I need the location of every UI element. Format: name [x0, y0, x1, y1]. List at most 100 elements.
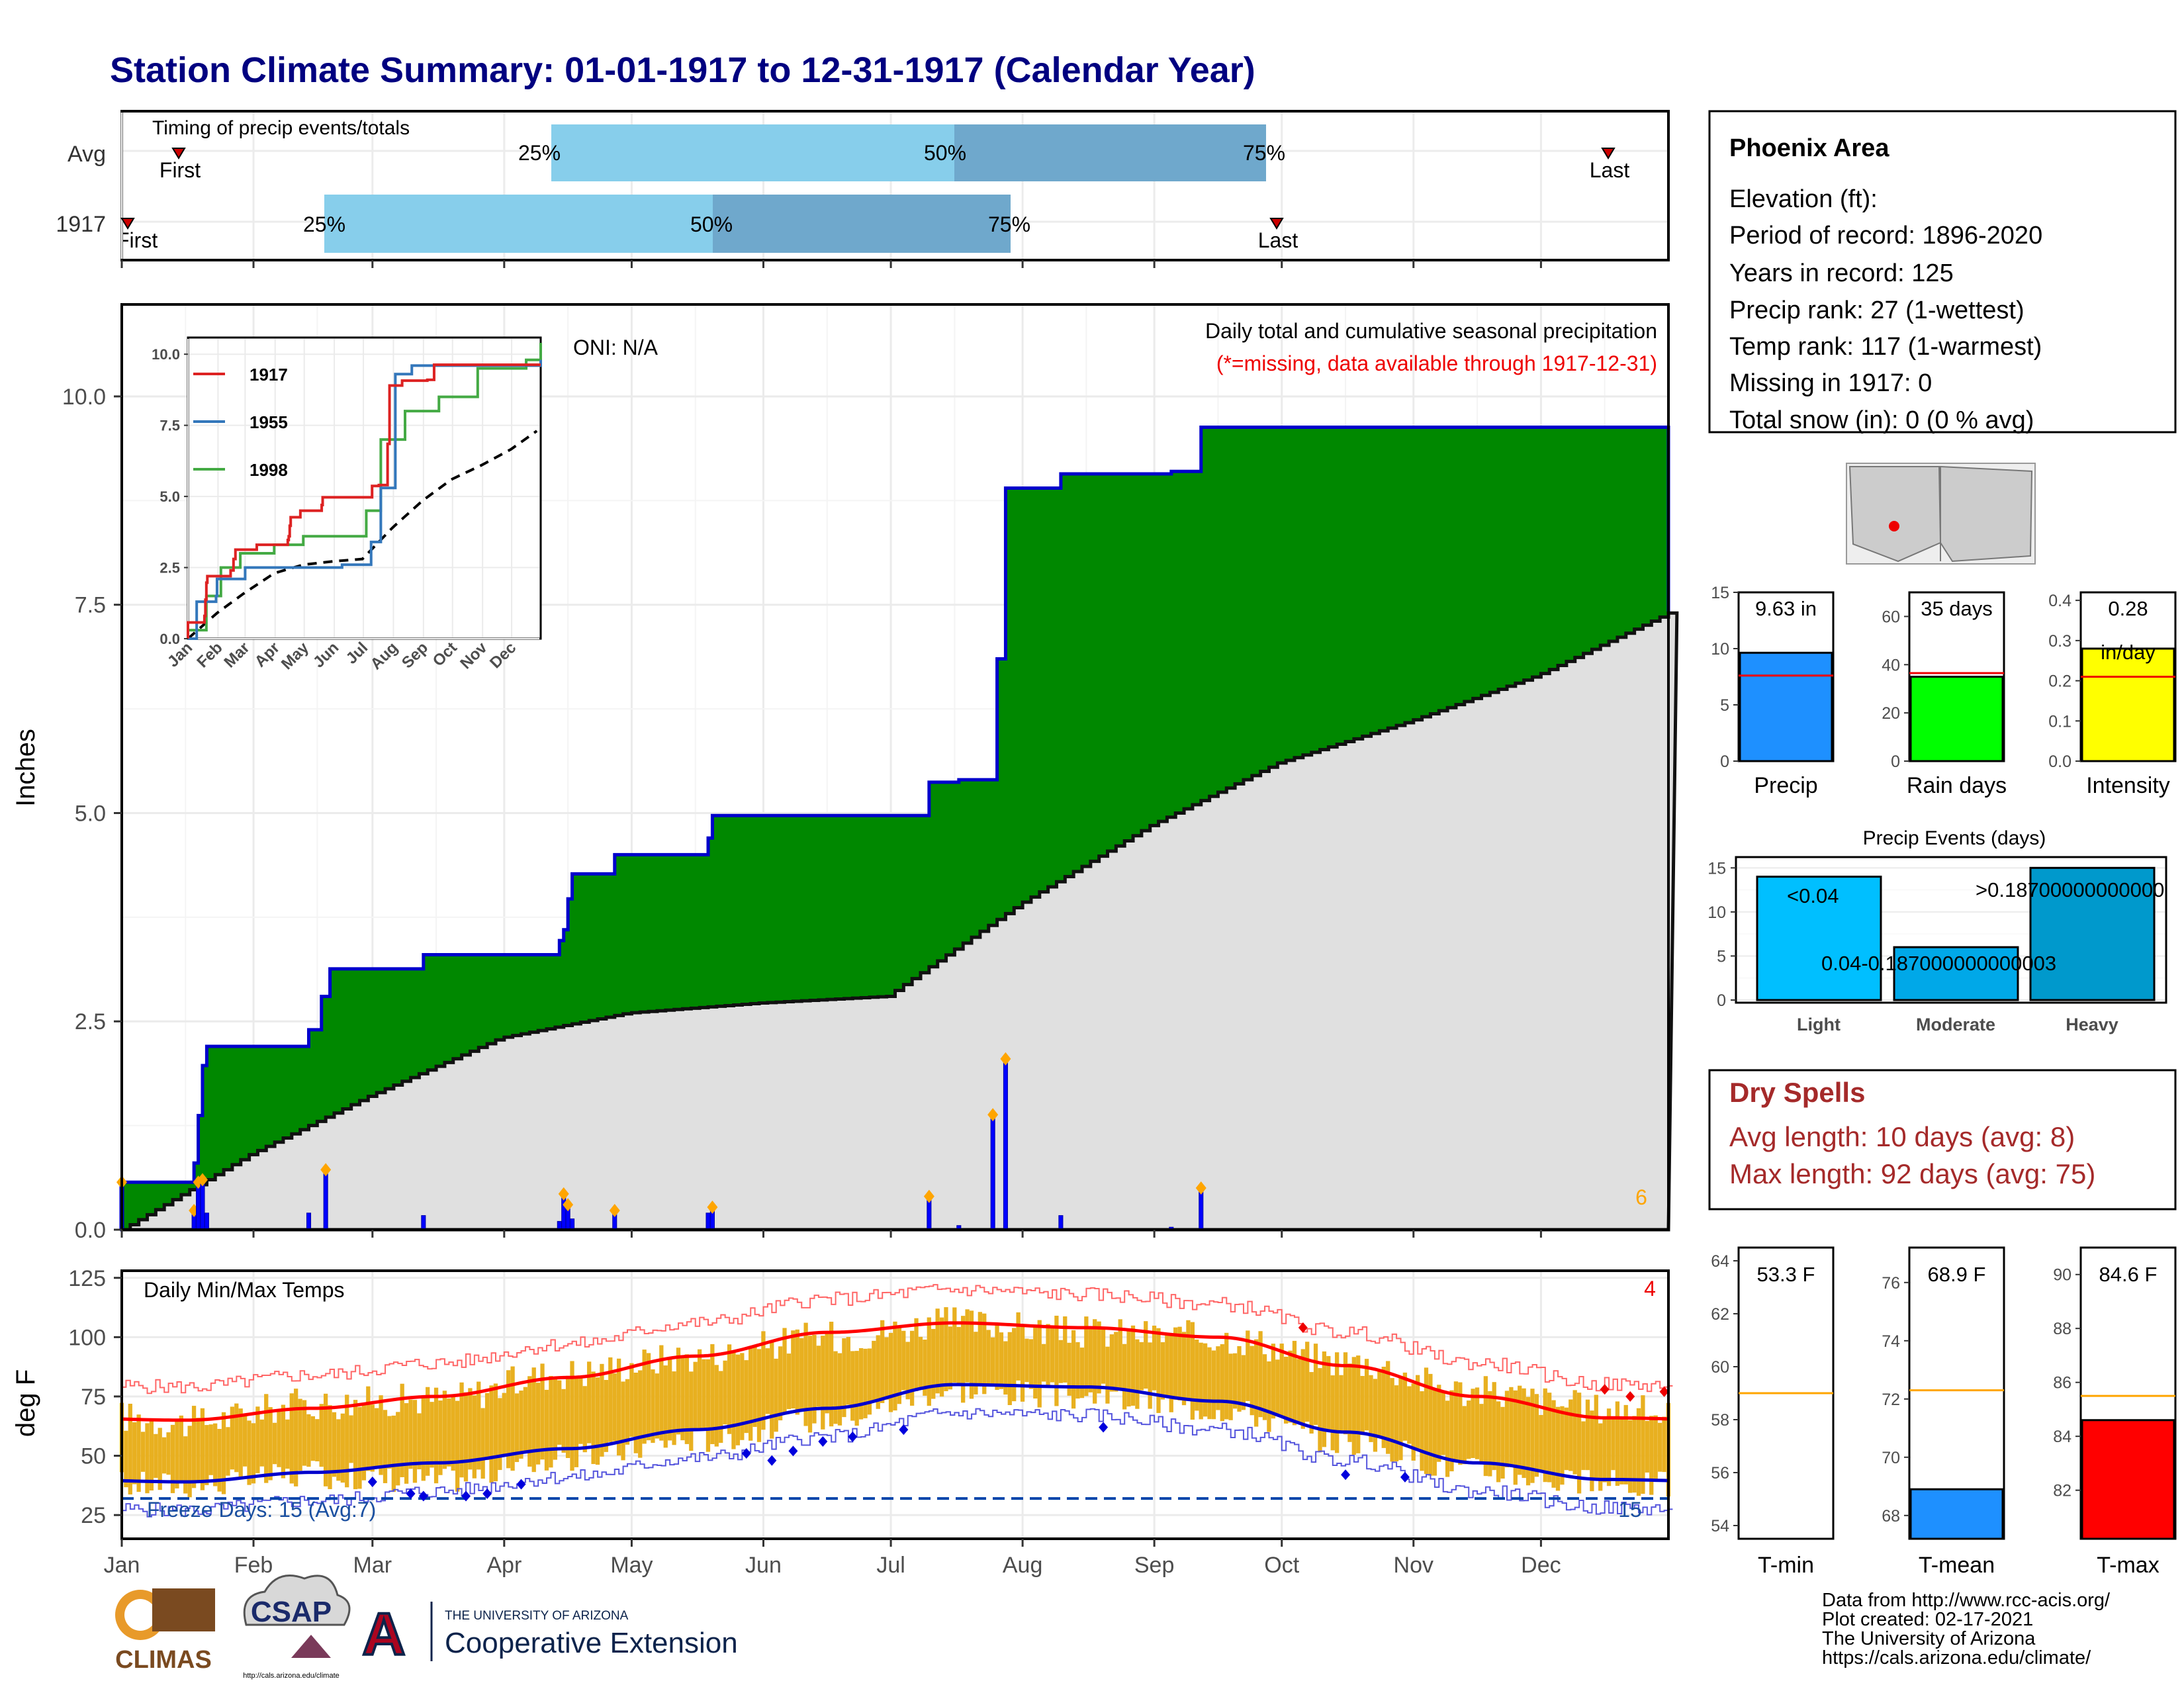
month-label: Jan [104, 1553, 140, 1578]
daily-temp-bar [281, 1404, 286, 1479]
month-label: Aug [1003, 1553, 1043, 1578]
daily-temp-bar [1471, 1389, 1475, 1459]
location-map [1846, 463, 2036, 565]
daily-temp-bar [1445, 1400, 1450, 1477]
daily-temp-bar [846, 1337, 850, 1405]
daily-temp-bar [1641, 1395, 1645, 1494]
daily-precip-bar [421, 1215, 426, 1230]
daily-temp-bar [247, 1420, 251, 1485]
csap-logo: CSAP http://cals.arizona.edu/climate [243, 1575, 351, 1680]
daily-temp-bar [1152, 1325, 1157, 1391]
large-event-marker [609, 1204, 620, 1218]
daily-temp-bar [1339, 1375, 1343, 1434]
daily-temp-bar [651, 1369, 655, 1443]
daily-temp-bar [259, 1419, 264, 1467]
daily-temp-bar [999, 1332, 1004, 1389]
info-elevation: Elevation (ft): [1729, 185, 1878, 213]
daily-temp-bar [315, 1419, 320, 1461]
daily-precip-bar [570, 1218, 575, 1230]
inset-normal-line [187, 430, 538, 640]
mini-temp-tick-label: 58 [1711, 1411, 1729, 1430]
main-ytick-label: 2.5 [75, 1009, 106, 1034]
temp-ytick-label: 75 [81, 1385, 106, 1410]
timing-title: Timing of precip events/totals [152, 117, 410, 139]
daily-temp-bar [744, 1360, 749, 1434]
daily-temp-bar [451, 1394, 455, 1471]
year-q50-label: 50% [690, 212, 733, 236]
daily-temp-bar [710, 1344, 715, 1445]
credit-url: https://cals.arizona.edu/climate/ [1822, 1647, 2091, 1668]
daily-temp-bar [1097, 1321, 1101, 1394]
daily-temp-bar [965, 1309, 970, 1383]
daily-temp-bar [1432, 1389, 1437, 1476]
daily-temp-bar [506, 1370, 511, 1469]
daily-temp-bar [1028, 1339, 1034, 1389]
daily-temp-bar [995, 1324, 999, 1391]
daily-temp-bar [587, 1361, 592, 1443]
mini-precip-bar [1739, 651, 1833, 762]
daily-temp-bar [234, 1403, 239, 1473]
daily-temp-bar [978, 1312, 982, 1387]
month-label: Mar [353, 1553, 392, 1578]
daily-temp-bar [1203, 1343, 1208, 1417]
inset-ytick-label: 10.0 [152, 346, 180, 363]
events-bar [1756, 876, 1882, 1001]
daily-temp-bar [1071, 1330, 1076, 1409]
daily-temp-bar [289, 1393, 294, 1484]
inset-1917-line [187, 363, 541, 639]
daily-temp-bar [1105, 1346, 1110, 1404]
daily-temp-bar [1500, 1406, 1505, 1479]
daily-temp-bar [803, 1322, 808, 1426]
daily-temp-bar [1279, 1344, 1284, 1416]
daily-temp-bar [702, 1359, 706, 1430]
daily-temp-bar [498, 1398, 502, 1471]
daily-temp-bar [1262, 1354, 1267, 1420]
daily-temp-bar [918, 1336, 923, 1389]
daily-temp-bar [1326, 1355, 1331, 1430]
daily-temp-bar [1173, 1327, 1178, 1400]
events-tick-label: 0 [1717, 991, 1726, 1010]
daily-temp-bar [400, 1383, 404, 1477]
daily-temp-bar [468, 1388, 473, 1470]
daily-temp-bar [1199, 1342, 1203, 1420]
cold-day-marker [406, 1488, 416, 1499]
daily-temp-bar [412, 1400, 418, 1483]
mini-precip-tick-label: 0.0 [2048, 753, 2071, 771]
daily-temp-bar [1467, 1400, 1471, 1459]
daily-temp-bar [1356, 1355, 1361, 1453]
daily-temp-bar [1645, 1420, 1649, 1473]
daily-temp-bar [1628, 1420, 1633, 1493]
daily-temp-bar [795, 1329, 799, 1415]
daily-temp-bar [1483, 1376, 1488, 1477]
daily-temp-bar [1611, 1417, 1615, 1471]
daily-temp-bar [668, 1357, 672, 1441]
daily-temp-bar [1402, 1372, 1408, 1441]
timing-row-label-year: 1917 [56, 212, 106, 237]
mini-precip-value-unit: in/day [2101, 641, 2156, 664]
daily-temp-bar [616, 1358, 621, 1456]
daily-temp-bar [1079, 1348, 1085, 1398]
daily-temp-bar [1126, 1329, 1131, 1407]
avg-q25-label: 25% [518, 141, 561, 165]
events-bar [2029, 866, 2156, 1001]
daily-temp-bar [1207, 1347, 1212, 1420]
info-temp-rank: Temp rank: 117 (1-warmest) [1729, 333, 2042, 361]
mini-temp-tick-label: 60 [1711, 1358, 1729, 1377]
daily-temp-bar [608, 1357, 613, 1442]
cold-day-marker [461, 1490, 471, 1502]
daily-temp-bar [646, 1353, 651, 1441]
inset-legend-1998: 1998 [250, 460, 288, 480]
daily-temp-bar [825, 1332, 829, 1414]
daily-temp-bar [1449, 1390, 1454, 1472]
daily-temp-bar [578, 1377, 583, 1444]
daily-temp-bar [1037, 1320, 1042, 1408]
daily-temp-bar [1530, 1389, 1535, 1483]
daily-temp-bar [986, 1330, 991, 1384]
daily-temp-bar [1411, 1383, 1416, 1461]
daily-temp-bar [582, 1386, 587, 1453]
daily-temp-bar [1458, 1382, 1463, 1465]
daily-temp-bar [154, 1434, 158, 1478]
daily-precip-bar [196, 1181, 201, 1230]
year-q25-label: 25% [303, 212, 345, 236]
